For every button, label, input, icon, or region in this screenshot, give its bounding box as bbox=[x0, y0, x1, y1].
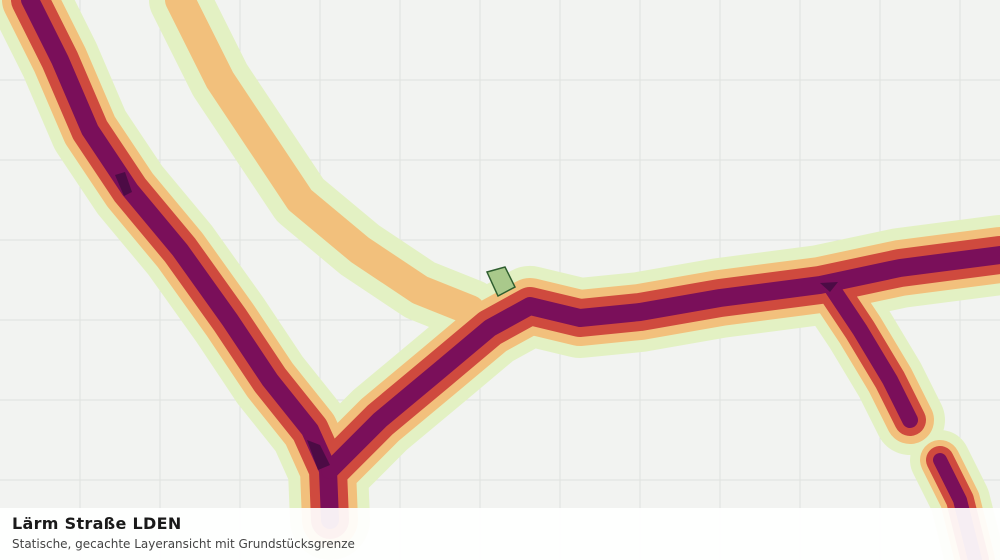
caption-bar: Lärm Straße LDEN Statische, gecachte Lay… bbox=[0, 508, 1000, 560]
layer-subtitle: Statische, gecachte Layeransicht mit Gru… bbox=[12, 537, 355, 551]
layer-title: Lärm Straße LDEN bbox=[12, 514, 182, 533]
noise-bands bbox=[30, 0, 1000, 560]
parcel-boundary[interactable] bbox=[485, 266, 516, 298]
